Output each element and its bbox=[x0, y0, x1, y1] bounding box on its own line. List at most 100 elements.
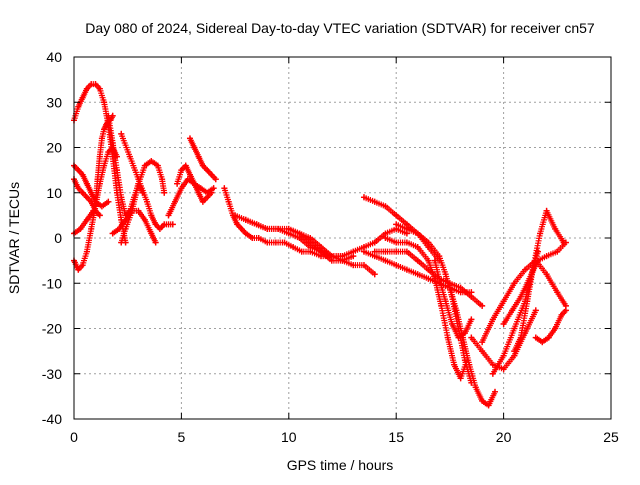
data-point bbox=[414, 257, 421, 264]
data-point bbox=[382, 248, 389, 255]
data-point bbox=[371, 239, 378, 246]
data-point bbox=[492, 388, 499, 395]
data-point bbox=[285, 225, 292, 232]
data-point bbox=[210, 185, 217, 192]
data-point bbox=[105, 112, 112, 119]
data-point bbox=[438, 302, 445, 309]
data-point bbox=[234, 221, 241, 228]
y-tick-label: -30 bbox=[42, 366, 62, 382]
data-point bbox=[255, 235, 262, 241]
data-point bbox=[511, 325, 518, 332]
data-point bbox=[92, 81, 99, 88]
data-point bbox=[393, 262, 400, 269]
tick-layer: 0 5 10 15 20 25 -40 -30 -20 -10 0 10 20 30 40 bbox=[42, 49, 619, 445]
data-point bbox=[242, 230, 249, 237]
data-point bbox=[425, 257, 432, 264]
data-point bbox=[431, 257, 438, 264]
data-point bbox=[171, 198, 178, 205]
data-point bbox=[98, 203, 105, 210]
data-point bbox=[96, 212, 103, 219]
data-point bbox=[393, 239, 400, 246]
data-point bbox=[208, 171, 215, 178]
data-point bbox=[500, 352, 507, 359]
data-point bbox=[466, 361, 473, 368]
data-point bbox=[79, 189, 86, 196]
data-point bbox=[290, 244, 297, 251]
series-arc-14 bbox=[221, 185, 357, 264]
data-point bbox=[371, 248, 378, 255]
data-point bbox=[532, 307, 539, 314]
data-point bbox=[154, 162, 161, 169]
data-point bbox=[141, 216, 148, 223]
data-point bbox=[360, 194, 367, 201]
data-point bbox=[554, 248, 561, 255]
data-point bbox=[414, 271, 421, 278]
plus-marker-track bbox=[393, 221, 475, 386]
data-point bbox=[122, 216, 129, 223]
data-point bbox=[558, 311, 565, 318]
data-point bbox=[204, 167, 211, 174]
data-point bbox=[442, 298, 449, 305]
series-arc-8 bbox=[118, 130, 176, 232]
data-point bbox=[159, 176, 166, 183]
grid-layer bbox=[74, 57, 611, 419]
data-point bbox=[186, 171, 193, 178]
data-point bbox=[543, 271, 550, 278]
data-point bbox=[135, 180, 142, 187]
series-arc-29 bbox=[511, 207, 567, 355]
data-point bbox=[208, 189, 215, 196]
data-point bbox=[509, 307, 516, 314]
data-point bbox=[148, 230, 155, 237]
data-point bbox=[393, 221, 400, 228]
data-point bbox=[560, 239, 567, 246]
series-arc-21 bbox=[393, 221, 475, 386]
x-tick-label: 0 bbox=[70, 429, 78, 445]
data-point bbox=[75, 167, 82, 174]
data-point bbox=[152, 239, 159, 246]
series-arc-24 bbox=[446, 284, 499, 409]
data-point bbox=[105, 149, 112, 156]
series-arc-10 bbox=[109, 207, 159, 246]
data-point bbox=[141, 162, 148, 169]
data-point bbox=[122, 225, 129, 232]
data-point bbox=[92, 198, 99, 205]
data-point bbox=[436, 275, 443, 282]
data-point bbox=[116, 225, 123, 232]
y-tick-label: -40 bbox=[42, 411, 62, 427]
data-point bbox=[517, 334, 524, 341]
data-point bbox=[79, 171, 86, 178]
y-tick-label: -20 bbox=[42, 321, 62, 337]
plus-marker-track bbox=[118, 158, 168, 246]
data-point bbox=[88, 189, 95, 196]
data-point bbox=[318, 244, 325, 251]
x-axis-label: GPS time / hours bbox=[287, 457, 394, 473]
data-point bbox=[264, 239, 271, 246]
data-point bbox=[489, 361, 496, 368]
data-point bbox=[184, 176, 191, 183]
data-point bbox=[350, 262, 357, 269]
data-point bbox=[103, 121, 110, 128]
data-point bbox=[75, 266, 82, 273]
data-point bbox=[554, 289, 561, 296]
data-point bbox=[199, 198, 206, 205]
data-point bbox=[479, 397, 486, 404]
data-point bbox=[109, 230, 116, 237]
data-point bbox=[118, 239, 125, 246]
plus-marker-track bbox=[532, 307, 569, 346]
data-point bbox=[105, 198, 112, 205]
data-point bbox=[360, 262, 367, 269]
data-point bbox=[517, 293, 524, 300]
data-point bbox=[500, 320, 507, 327]
data-point bbox=[225, 198, 232, 205]
series-arc-9 bbox=[118, 158, 168, 246]
series-arc-22 bbox=[382, 235, 471, 382]
data-point bbox=[444, 334, 451, 341]
data-point bbox=[75, 185, 82, 192]
data-point bbox=[83, 180, 90, 187]
data-point bbox=[242, 216, 249, 223]
data-point bbox=[165, 212, 172, 219]
data-point bbox=[371, 198, 378, 205]
data-point bbox=[524, 298, 531, 305]
data-point bbox=[360, 248, 367, 255]
data-point bbox=[152, 221, 159, 228]
